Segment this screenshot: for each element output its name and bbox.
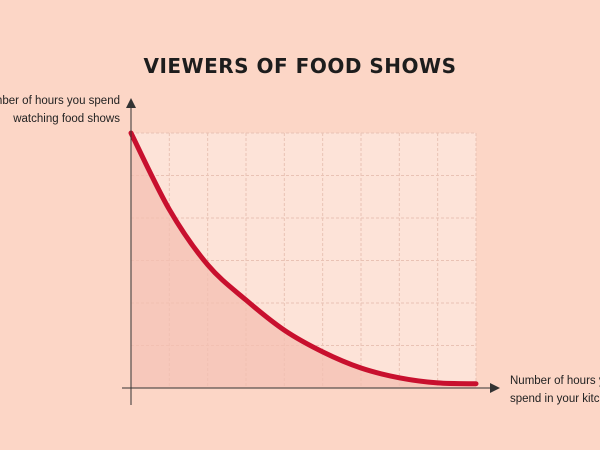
- y-axis-arrow: [126, 98, 136, 108]
- x-axis-label: Number of hours you: [510, 375, 600, 387]
- x-axis-label: spend in your kitchen: [510, 393, 600, 405]
- line: [128, 130, 479, 387]
- y-axis-label: Number of hours you spend: [0, 95, 120, 107]
- y-axis-label: watching food shows: [12, 113, 120, 125]
- chart-title: VIEWERS OF FOOD SHOWS: [143, 54, 456, 78]
- plot: [128, 130, 479, 388]
- area: [131, 133, 476, 388]
- x-axis-arrow: [490, 383, 500, 393]
